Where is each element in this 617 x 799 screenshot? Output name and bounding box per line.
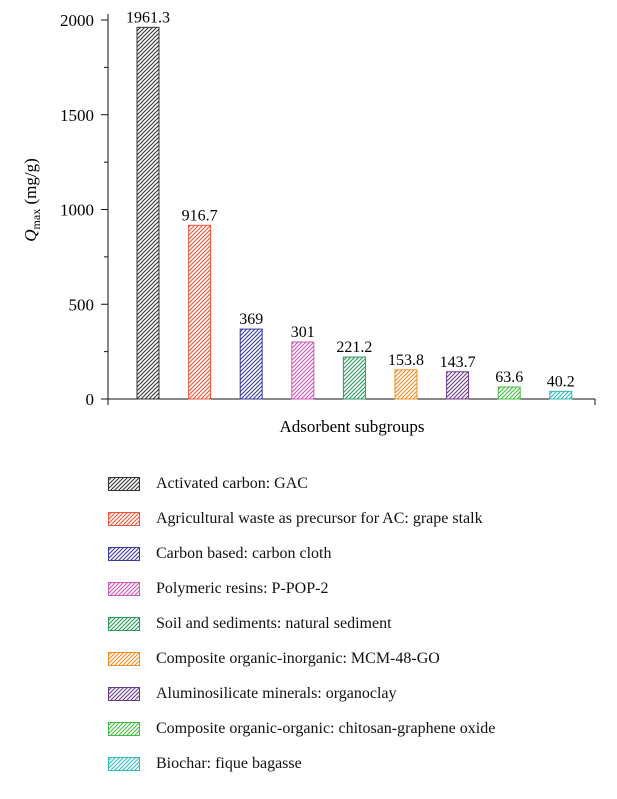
legend-swatch [108, 546, 140, 561]
bar-value-label: 153.8 [388, 352, 424, 369]
y-tick-label: 1500 [60, 106, 94, 125]
x-axis-label: Adsorbent subgroups [280, 417, 425, 436]
y-axis-label: Qmax (mg/g) [21, 158, 43, 241]
legend-label: Composite organic-inorganic: MCM-48-GO [156, 649, 440, 667]
legend-item: Activated carbon: GAC [108, 466, 495, 501]
bar-value-label: 916.7 [182, 207, 218, 224]
legend-item: Composite organic-organic: chitosan-grap… [108, 711, 495, 746]
bar [549, 390, 573, 400]
legend-label: Aluminosilicate minerals: organoclay [156, 684, 397, 702]
legend-item: Aluminosilicate minerals: organoclay [108, 676, 495, 711]
y-tick-label: 0 [86, 390, 95, 409]
bar-value-label: 221.2 [336, 339, 372, 356]
legend-label: Soil and sediments: natural sediment [156, 614, 392, 632]
legend-swatch [108, 721, 140, 736]
bar-value-label: 1961.3 [126, 9, 170, 26]
bar [291, 341, 315, 400]
bar-value-label: 63.6 [495, 369, 523, 386]
legend-item: Composite organic-inorganic: MCM-48-GO [108, 641, 495, 676]
legend-swatch [108, 686, 140, 701]
legend-item: Agricultural waste as precursor for AC: … [108, 501, 495, 536]
bar [394, 369, 418, 400]
legend-swatch [108, 616, 140, 631]
bar [497, 386, 521, 400]
y-axis-label-main: Q [21, 229, 40, 241]
bar [342, 356, 366, 400]
legend-swatch [108, 756, 140, 771]
legend-swatch [108, 511, 140, 526]
y-axis-label-sub: max [29, 209, 43, 230]
bar [239, 328, 263, 400]
bar-value-label: 301 [291, 324, 315, 341]
legend-swatch [108, 581, 140, 596]
bar [188, 224, 212, 400]
legend-item: Polymeric resins: P-POP-2 [108, 571, 495, 606]
bar-value-label: 40.2 [547, 373, 575, 390]
y-tick-label: 2000 [60, 11, 94, 30]
legend-label: Agricultural waste as precursor for AC: … [156, 509, 483, 527]
legend-item: Soil and sediments: natural sediment [108, 606, 495, 641]
legend-swatch [108, 476, 140, 491]
legend: Activated carbon: GAC Agricultural waste … [108, 466, 495, 781]
y-tick-label: 1000 [60, 201, 94, 220]
legend-label: Activated carbon: GAC [156, 474, 308, 492]
bars [136, 26, 573, 400]
bar [446, 371, 470, 400]
y-tick-label: 500 [69, 295, 95, 314]
bar-value-label: 369 [239, 311, 263, 328]
legend-swatch [108, 651, 140, 666]
legend-item: Carbon based: carbon cloth [108, 536, 495, 571]
legend-label: Biochar: fique bagasse [156, 754, 302, 772]
legend-item: Biochar: fique bagasse [108, 746, 495, 781]
bar-value-label: 143.7 [440, 354, 476, 371]
y-axis-label-unit: (mg/g) [21, 158, 40, 209]
value-labels: 1961.3 916.7 369 301 221.2 153.8 143.7 63.6 40.2 [126, 9, 575, 390]
legend-label: Polymeric resins: P-POP-2 [156, 579, 329, 597]
legend-label: Carbon based: carbon cloth [156, 544, 332, 562]
legend-label: Composite organic-organic: chitosan-grap… [156, 719, 496, 737]
bar [136, 26, 160, 400]
